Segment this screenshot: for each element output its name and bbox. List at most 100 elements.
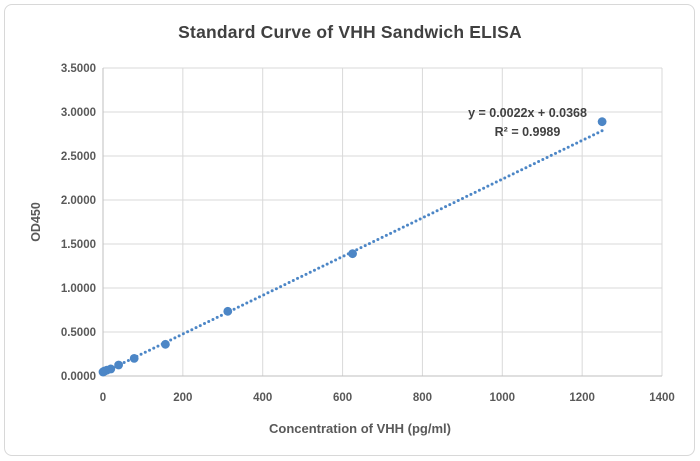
trendline-label: y = 0.0022x + 0.0368 R² = 0.9989 (425, 104, 630, 142)
x-tick-label: 800 (413, 392, 432, 404)
trendline-dot (579, 139, 583, 143)
trendline-dot (545, 155, 549, 159)
trendline-dot (570, 143, 574, 147)
trendline-dot (384, 233, 388, 237)
trendline-dot (338, 256, 342, 260)
trendline-dot (460, 196, 464, 200)
y-tick-label: 3.5000 (61, 63, 96, 75)
trendline-dot (126, 358, 130, 362)
trendline-dot (477, 188, 481, 192)
trendline-dot (444, 205, 448, 209)
y-tick-label: 1.0000 (61, 283, 96, 295)
data-point (106, 364, 116, 374)
trendline-dot (122, 361, 126, 365)
chart-border (4, 4, 695, 456)
trendline-dot (422, 215, 426, 219)
trendline-dot (249, 299, 253, 303)
trendline-dot (456, 199, 460, 203)
trendline-dot (181, 332, 185, 336)
trendline-dot (329, 260, 333, 264)
x-tick-label: 1200 (569, 392, 595, 404)
trendline-dot (524, 166, 528, 170)
trendline-dot (262, 293, 266, 297)
trendline-dot (219, 313, 223, 317)
trendline-dot (537, 160, 541, 164)
data-point (223, 306, 233, 316)
trendline-dot (372, 240, 376, 244)
trendline-dot (575, 141, 579, 145)
trendline-dot (592, 133, 596, 137)
x-tick-label: 1000 (489, 392, 515, 404)
trendline-dot (342, 254, 346, 258)
y-tick-label: 2.0000 (61, 195, 96, 207)
trendline-dot (148, 348, 152, 352)
trendline-dot (393, 229, 397, 233)
trendline-dot (287, 281, 291, 285)
trendline-dot (397, 227, 401, 231)
data-point (348, 249, 357, 259)
trendline-dot (520, 168, 524, 172)
trendline-dot (562, 147, 566, 151)
x-tick-label: 0 (100, 392, 106, 404)
trendline-dot (431, 211, 435, 215)
trendline-dot (194, 326, 198, 330)
x-axis-title: Concentration of VHH (pg/ml) (269, 421, 451, 436)
y-tick-label: 1.5000 (61, 239, 96, 251)
trendline-dot (566, 145, 570, 149)
trendline-dot (355, 248, 359, 252)
trendline-dot (270, 289, 274, 293)
trendline-dot (528, 164, 532, 168)
trendline-dot (186, 330, 190, 334)
trendline-dot (401, 225, 405, 229)
x-tick-label: 1400 (649, 392, 675, 404)
y-tick-label: 3.0000 (61, 107, 96, 119)
trendline-dot (321, 264, 325, 268)
trendline-dot (169, 338, 173, 342)
data-point (114, 360, 124, 370)
trendline-equation: y = 0.0022x + 0.0368 (468, 106, 587, 120)
trendline-dot (389, 231, 393, 235)
trendline-dot (266, 291, 270, 295)
trendline-dot (152, 346, 156, 350)
trendline-dot (532, 162, 536, 166)
trendline-dot (596, 131, 600, 135)
trendline-dot (482, 186, 486, 190)
trendline-dot (215, 315, 219, 319)
trendline-dot (558, 149, 562, 153)
trendline-dot (499, 178, 503, 182)
trendline-dot (143, 350, 147, 354)
trendline-dot (241, 303, 245, 307)
trendline-dot (452, 201, 456, 205)
trendline-dot (473, 190, 477, 194)
trendline-dot (541, 158, 545, 162)
trendline-dot (245, 301, 249, 305)
trendline-dot (465, 194, 469, 198)
y-axis-title: OD450 (29, 202, 43, 242)
x-tick-label: 200 (173, 392, 192, 404)
trendline-dot (207, 319, 211, 323)
trendline-dot (291, 278, 295, 282)
trendline-dot (283, 283, 287, 287)
trendline-dot (486, 184, 490, 188)
trendline-dot (515, 170, 519, 174)
trendline-dot (211, 317, 215, 321)
trendline-dot (296, 276, 300, 280)
trendline-dot (376, 237, 380, 241)
trendline-dot (359, 246, 363, 250)
trendline-dot (274, 287, 278, 291)
trendline-dot (410, 221, 414, 225)
trendline-dot (253, 297, 257, 301)
trendline-dot (300, 274, 304, 278)
y-tick-label: 0.0000 (61, 371, 96, 383)
trendline-dot (469, 192, 473, 196)
trendline-dot (177, 334, 181, 338)
trendline-dot (503, 176, 507, 180)
trendline-dot (190, 328, 194, 332)
trendline-r-squared: R² = 0.9989 (494, 125, 561, 139)
trendline-dot (554, 151, 558, 155)
trendline-dot (448, 203, 452, 207)
trendline-dot (198, 324, 202, 328)
trendline-dot (414, 219, 418, 223)
trendline-dot (507, 174, 511, 178)
